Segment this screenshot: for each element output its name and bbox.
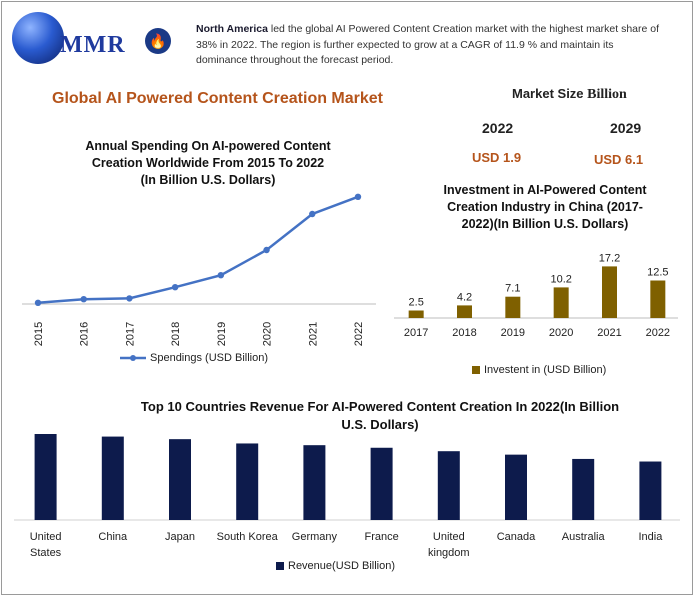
countries-chart-title-line: U.S. Dollars) — [341, 417, 419, 432]
china-chart-title-line: Investment in AI-Powered Content — [443, 183, 647, 197]
country-bar-australia — [572, 458, 595, 520]
market-value-2022: USD 1.9 — [472, 150, 522, 165]
country-tick-label: Germany — [292, 531, 338, 543]
spending-point-2020 — [263, 246, 270, 254]
country-tick-label: India — [638, 531, 663, 543]
line-chart-title-line: Creation Worldwide From 2015 To 2022 — [91, 156, 325, 170]
market-size-unit: Billion — [587, 87, 627, 102]
spending-point-2022 — [354, 193, 362, 200]
line-legend-label: Spendings (USD Billion) — [150, 352, 268, 364]
flame-icon: 🔥 — [145, 28, 171, 54]
china-bar-2017 — [408, 310, 424, 318]
china-bar-2020 — [553, 287, 569, 318]
spending-point-2018 — [171, 284, 179, 291]
country-bar-japan — [169, 439, 191, 520]
country-tick-label: Japan — [165, 531, 195, 543]
countries-bar-chart: United States China Japan South Korea Germany… — [14, 434, 680, 559]
spending-point-2015 — [34, 299, 42, 306]
countries-chart-legend: Revenue(USD Billion) — [276, 560, 395, 572]
china-bar-chart: 2.5 2017 4.2 2018 7.1 2019 10.2 2020 17.2 2021 12.… — [394, 252, 678, 339]
countries-chart-title-line: Top 10 Countries Revenue For AI-Powered … — [140, 399, 620, 414]
spending-point-2017 — [126, 295, 133, 302]
page-title: Global AI Powered Content Creation Marke… — [52, 90, 384, 107]
market-size-label: Market Size Billion — [512, 86, 627, 103]
china-x-tick-label: 2019 — [501, 327, 525, 339]
china-x-tick-label: 2018 — [452, 327, 476, 339]
china-data-label: 17.2 — [599, 252, 620, 264]
countries-legend-label: Revenue(USD Billion) — [288, 560, 395, 572]
line-x-tick-label: 2016 — [79, 322, 91, 346]
market-size-label-text: Market Size — [512, 86, 588, 101]
china-x-tick-label: 2020 — [549, 327, 573, 339]
country-bar-france — [370, 447, 393, 520]
summary-lead: North America — [196, 23, 268, 35]
china-chart-title-line: Creation Industry in China (2017- — [447, 200, 643, 214]
spending-point-2016 — [80, 296, 87, 303]
china-data-label: 4.2 — [457, 291, 472, 303]
country-tick-label: Australia — [562, 531, 606, 543]
line-x-tick-label: 2015 — [33, 322, 45, 346]
line-chart-title-line: (In Billion U.S. Dollars) — [140, 173, 276, 187]
line-chart-title-line: Annual Spending On AI-powered Content — [85, 139, 331, 153]
line-x-tick-label: 2022 — [353, 322, 365, 346]
country-tick-label: China — [98, 531, 128, 543]
countries-chart-title: Top 10 Countries Revenue For AI-Powered … — [60, 398, 696, 434]
globe-logo-icon — [12, 12, 64, 64]
china-x-tick-label: 2021 — [597, 327, 621, 339]
china-x-tick-label: 2017 — [404, 327, 428, 339]
country-tick-label: France — [364, 531, 398, 543]
line-x-tick-label: 2018 — [170, 322, 182, 346]
summary-text: led the global AI Powered Content Creati… — [196, 23, 660, 66]
country-tick-label: States — [30, 547, 62, 559]
country-tick-label: kingdom — [428, 547, 470, 559]
country-bar-germany — [303, 445, 326, 520]
china-bar-2018 — [457, 305, 472, 318]
market-year-2022: 2022 — [482, 120, 514, 136]
china-chart-legend: Investent in (USD Billion) — [472, 364, 606, 376]
country-bar-india — [639, 461, 662, 520]
line-x-tick-label: 2020 — [262, 322, 274, 346]
china-x-tick-label: 2022 — [646, 327, 670, 339]
country-bar-united-states — [34, 434, 57, 520]
spending-series-line — [37, 195, 359, 305]
country-tick-label: Canada — [497, 531, 536, 543]
china-data-label: 12.5 — [647, 267, 668, 279]
china-bar-2021 — [602, 266, 617, 318]
country-bar-canada — [505, 454, 527, 520]
line-x-tick-label: 2021 — [307, 322, 319, 346]
spending-point-2019 — [217, 272, 225, 279]
line-chart: 2015 2016 2017 2018 2019 2020 2021 2022 — [22, 193, 376, 346]
china-bar-2019 — [505, 296, 521, 318]
country-tick-label: South Korea — [217, 531, 279, 543]
china-chart-title-line: 2022)(In Billion U.S. Dollars) — [461, 217, 629, 231]
line-x-tick-label: 2019 — [216, 322, 228, 346]
spending-point-2021 — [309, 210, 316, 218]
country-bar-united-kingdom — [437, 451, 460, 520]
line-x-tick-label: 2017 — [124, 322, 136, 346]
china-data-label: 2.5 — [409, 297, 424, 309]
line-chart-title: Annual Spending On AI-powered Content Cr… — [58, 138, 358, 189]
china-data-label: 10.2 — [550, 273, 571, 285]
country-bar-south-korea — [236, 443, 259, 520]
market-year-2029: 2029 — [610, 120, 642, 136]
china-legend-label: Investent in (USD Billion) — [484, 364, 607, 376]
countries-legend-swatch — [276, 562, 284, 570]
country-tick-label: United — [433, 531, 465, 543]
brand-logo-text: MMR — [60, 32, 126, 58]
summary-paragraph: North America led the global AI Powered … — [196, 22, 666, 69]
china-chart-title: Investment in AI-Powered Content Creatio… — [420, 182, 670, 233]
country-bar-china — [101, 436, 124, 520]
line-legend-marker — [120, 355, 146, 361]
china-bar-2022 — [650, 280, 666, 318]
china-legend-swatch — [472, 366, 480, 374]
line-chart-legend: Spendings (USD Billion) — [120, 352, 268, 364]
china-data-label: 7.1 — [505, 283, 520, 295]
market-value-2029: USD 6.1 — [594, 152, 644, 167]
country-tick-label: United — [30, 531, 62, 543]
